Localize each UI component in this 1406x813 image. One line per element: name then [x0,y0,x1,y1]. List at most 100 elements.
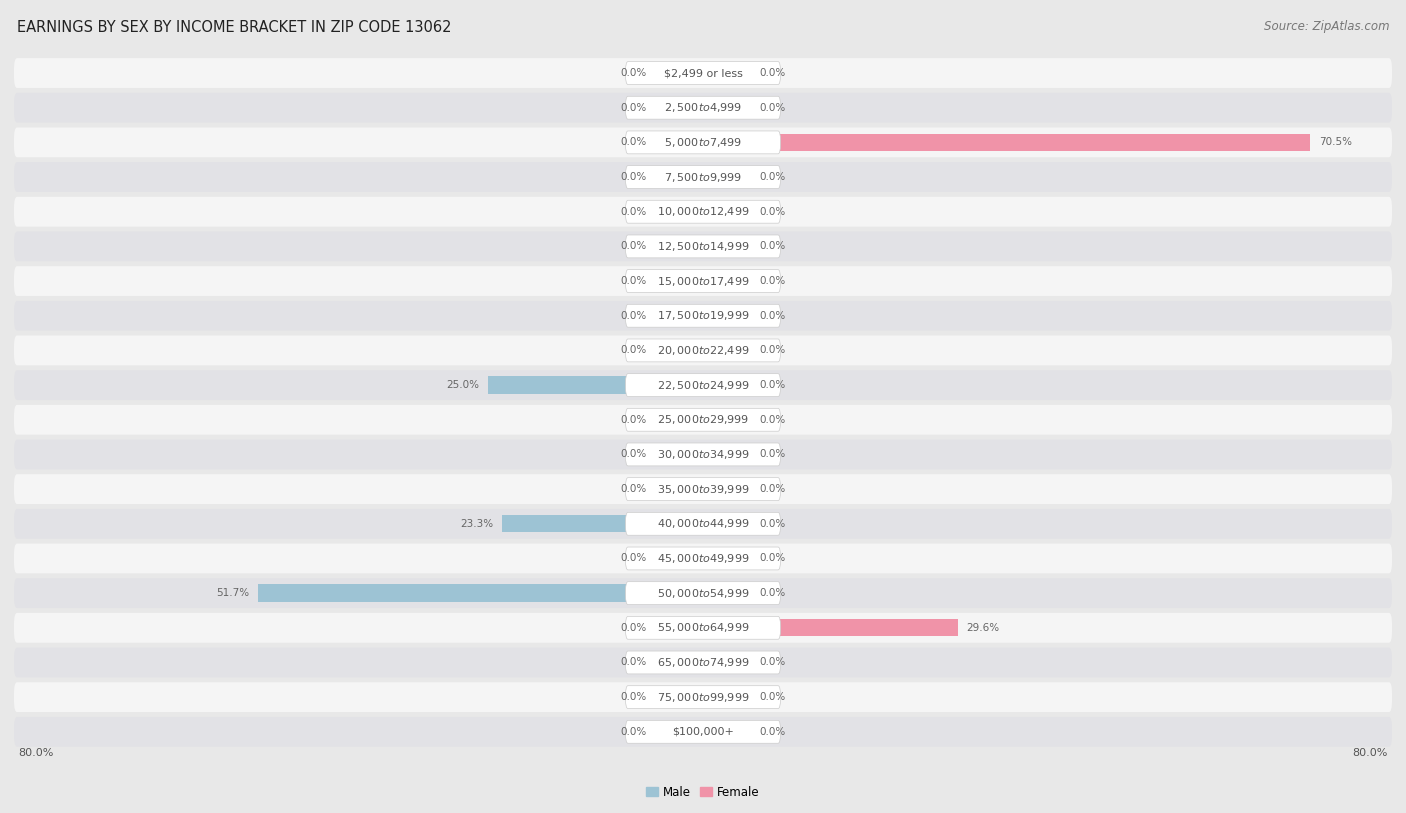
FancyBboxPatch shape [626,166,780,189]
FancyBboxPatch shape [626,685,780,709]
FancyBboxPatch shape [626,651,780,674]
Text: 0.0%: 0.0% [759,172,785,182]
Text: 23.3%: 23.3% [461,519,494,528]
Text: 25.0%: 25.0% [446,380,479,390]
Bar [502,515,703,533]
Text: 0.0%: 0.0% [759,68,785,78]
Bar [655,203,703,220]
Bar [655,446,703,463]
FancyBboxPatch shape [626,131,780,154]
FancyBboxPatch shape [14,509,1392,539]
Text: $22,500 to $24,999: $22,500 to $24,999 [657,379,749,392]
Text: $20,000 to $22,499: $20,000 to $22,499 [657,344,749,357]
Text: 0.0%: 0.0% [621,68,647,78]
Bar [655,723,703,741]
Bar [257,585,703,602]
Text: 0.0%: 0.0% [759,380,785,390]
Bar [703,654,751,672]
FancyBboxPatch shape [626,720,780,743]
Text: $35,000 to $39,999: $35,000 to $39,999 [657,483,749,496]
Text: 0.0%: 0.0% [621,658,647,667]
Bar [703,133,1310,151]
FancyBboxPatch shape [14,370,1392,400]
Bar [655,99,703,116]
Bar [703,168,751,185]
Text: 0.0%: 0.0% [621,450,647,459]
Legend: Male, Female: Male, Female [641,780,765,803]
Bar [488,376,703,393]
Bar [703,550,751,567]
FancyBboxPatch shape [626,270,780,293]
Bar [655,689,703,706]
Text: 80.0%: 80.0% [1353,748,1388,759]
Text: $25,000 to $29,999: $25,000 to $29,999 [657,413,749,426]
Text: 0.0%: 0.0% [759,241,785,251]
Bar [703,64,751,82]
Text: 0.0%: 0.0% [621,172,647,182]
Bar [655,411,703,428]
Text: 0.0%: 0.0% [759,102,785,113]
FancyBboxPatch shape [14,405,1392,435]
Bar [655,237,703,255]
FancyBboxPatch shape [626,581,780,605]
Bar [655,272,703,289]
Text: $100,000+: $100,000+ [672,727,734,737]
Text: $30,000 to $34,999: $30,000 to $34,999 [657,448,749,461]
Bar [655,341,703,359]
Bar [703,341,751,359]
FancyBboxPatch shape [14,336,1392,365]
Bar [703,689,751,706]
Text: $75,000 to $99,999: $75,000 to $99,999 [657,691,749,703]
FancyBboxPatch shape [626,96,780,120]
Bar [703,585,751,602]
Text: 80.0%: 80.0% [18,748,53,759]
FancyBboxPatch shape [14,648,1392,677]
Text: 51.7%: 51.7% [217,588,249,598]
Text: Source: ZipAtlas.com: Source: ZipAtlas.com [1264,20,1389,33]
FancyBboxPatch shape [14,682,1392,712]
FancyBboxPatch shape [14,440,1392,469]
Text: 0.0%: 0.0% [621,484,647,494]
Text: $55,000 to $64,999: $55,000 to $64,999 [657,621,749,634]
FancyBboxPatch shape [14,266,1392,296]
Bar [703,411,751,428]
FancyBboxPatch shape [626,304,780,327]
FancyBboxPatch shape [14,301,1392,331]
Bar [655,307,703,324]
FancyBboxPatch shape [626,547,780,570]
Bar [703,376,751,393]
Text: 0.0%: 0.0% [759,276,785,286]
Text: 0.0%: 0.0% [759,450,785,459]
Text: 0.0%: 0.0% [759,588,785,598]
FancyBboxPatch shape [14,197,1392,227]
Text: 0.0%: 0.0% [621,727,647,737]
Bar [655,64,703,82]
Bar [655,654,703,672]
Text: 0.0%: 0.0% [621,415,647,424]
FancyBboxPatch shape [14,93,1392,123]
FancyBboxPatch shape [14,474,1392,504]
FancyBboxPatch shape [626,339,780,362]
FancyBboxPatch shape [14,128,1392,157]
Text: 0.0%: 0.0% [621,102,647,113]
Text: $5,000 to $7,499: $5,000 to $7,499 [664,136,742,149]
FancyBboxPatch shape [14,717,1392,746]
Text: 0.0%: 0.0% [759,415,785,424]
FancyBboxPatch shape [626,616,780,639]
Bar [703,307,751,324]
Text: 0.0%: 0.0% [621,207,647,217]
FancyBboxPatch shape [626,478,780,501]
Text: $10,000 to $12,499: $10,000 to $12,499 [657,205,749,218]
Text: $2,500 to $4,999: $2,500 to $4,999 [664,102,742,114]
Text: $40,000 to $44,999: $40,000 to $44,999 [657,517,749,530]
Text: 0.0%: 0.0% [621,311,647,321]
Bar [703,237,751,255]
Bar [703,272,751,289]
Text: 0.0%: 0.0% [621,276,647,286]
Bar [655,133,703,151]
Text: 0.0%: 0.0% [759,658,785,667]
Bar [655,168,703,185]
FancyBboxPatch shape [14,613,1392,643]
Text: 0.0%: 0.0% [759,519,785,528]
FancyBboxPatch shape [626,408,780,431]
